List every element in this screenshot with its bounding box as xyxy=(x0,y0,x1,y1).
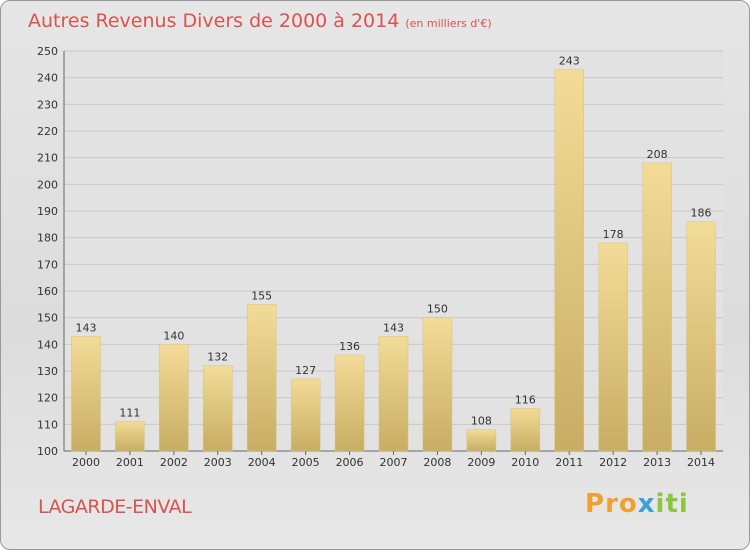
x-tick-label: 2013 xyxy=(643,456,671,469)
logo-letter: P xyxy=(585,489,606,519)
bar-2001 xyxy=(115,421,145,452)
bar-2003 xyxy=(203,365,233,452)
y-tick-label: 220 xyxy=(37,125,58,138)
y-tick-label: 230 xyxy=(37,98,58,111)
x-tick-label: 2009 xyxy=(467,456,495,469)
bar-2014 xyxy=(686,221,716,452)
bar-2000 xyxy=(71,336,101,452)
bar-2012 xyxy=(598,242,628,452)
x-tick-label: 2012 xyxy=(599,456,627,469)
bar-2011 xyxy=(554,69,584,452)
x-tick-label: 2008 xyxy=(423,456,451,469)
x-tick-label: 2014 xyxy=(687,456,715,469)
x-tick-label: 2007 xyxy=(380,456,408,469)
value-label: 108 xyxy=(471,415,492,428)
value-label: 140 xyxy=(163,329,184,342)
value-label: 155 xyxy=(251,289,272,302)
bar-2009 xyxy=(466,429,497,452)
bar-2013 xyxy=(642,162,672,452)
x-tick-label: 2002 xyxy=(160,456,188,469)
y-tick-label: 240 xyxy=(37,72,58,85)
logo-letter: t xyxy=(665,489,679,519)
title-text: Autres Revenus Divers de 2000 à 2014 xyxy=(28,10,400,32)
bar-2007 xyxy=(378,336,409,452)
y-tick-label: 200 xyxy=(37,178,58,191)
x-tick-label: 2010 xyxy=(511,456,539,469)
bar-2004 xyxy=(246,304,277,452)
value-label: 150 xyxy=(427,303,448,316)
y-tick-label: 170 xyxy=(37,258,58,271)
value-label: 178 xyxy=(603,228,624,241)
bar-2006 xyxy=(334,354,365,452)
value-label: 208 xyxy=(647,148,668,161)
value-label: 143 xyxy=(75,321,96,334)
proxiti-logo[interactable]: Proxiti xyxy=(585,489,689,519)
chart-title: Autres Revenus Divers de 2000 à 2014 (en … xyxy=(28,10,492,32)
y-tick-label: 110 xyxy=(37,418,58,431)
value-label: 143 xyxy=(383,321,404,334)
y-tick-label: 150 xyxy=(37,312,58,325)
bar-2008 xyxy=(422,317,453,452)
y-tick-label: 180 xyxy=(37,232,58,245)
commune-name: LAGARDE-ENVAL xyxy=(38,496,192,518)
y-tick-label: 100 xyxy=(37,445,58,458)
logo-letter: o xyxy=(618,489,638,519)
x-tick-label: 2000 xyxy=(72,456,100,469)
y-tick-label: 120 xyxy=(37,392,58,405)
value-label: 127 xyxy=(295,364,316,377)
y-tick-label: 160 xyxy=(37,285,58,298)
value-label: 111 xyxy=(119,407,140,420)
logo-letter: i xyxy=(678,489,689,519)
x-tick-label: 2011 xyxy=(555,456,583,469)
bar-2005 xyxy=(290,378,321,452)
x-tick-label: 2004 xyxy=(248,456,276,469)
bar-2010 xyxy=(510,408,541,452)
value-label: 132 xyxy=(207,351,228,364)
value-label: 136 xyxy=(339,340,360,353)
x-tick-label: 2006 xyxy=(336,456,364,469)
x-tick-label: 2003 xyxy=(204,456,232,469)
chart-subtitle: (en milliers d'€) xyxy=(405,17,492,30)
logo-letter: r xyxy=(605,489,619,519)
y-tick-label: 190 xyxy=(37,205,58,218)
x-tick-label: 2005 xyxy=(292,456,320,469)
x-tick-label: 2001 xyxy=(116,456,144,469)
value-label: 243 xyxy=(559,55,580,68)
y-tick-label: 250 xyxy=(37,45,58,58)
bar-2002 xyxy=(159,344,189,452)
y-tick-label: 140 xyxy=(37,338,58,351)
value-label: 186 xyxy=(691,207,712,220)
y-tick-label: 210 xyxy=(37,152,58,165)
logo-letter: i xyxy=(655,489,666,519)
value-label: 116 xyxy=(515,393,536,406)
logo-letter: x xyxy=(637,489,656,519)
y-tick-label: 130 xyxy=(37,365,58,378)
